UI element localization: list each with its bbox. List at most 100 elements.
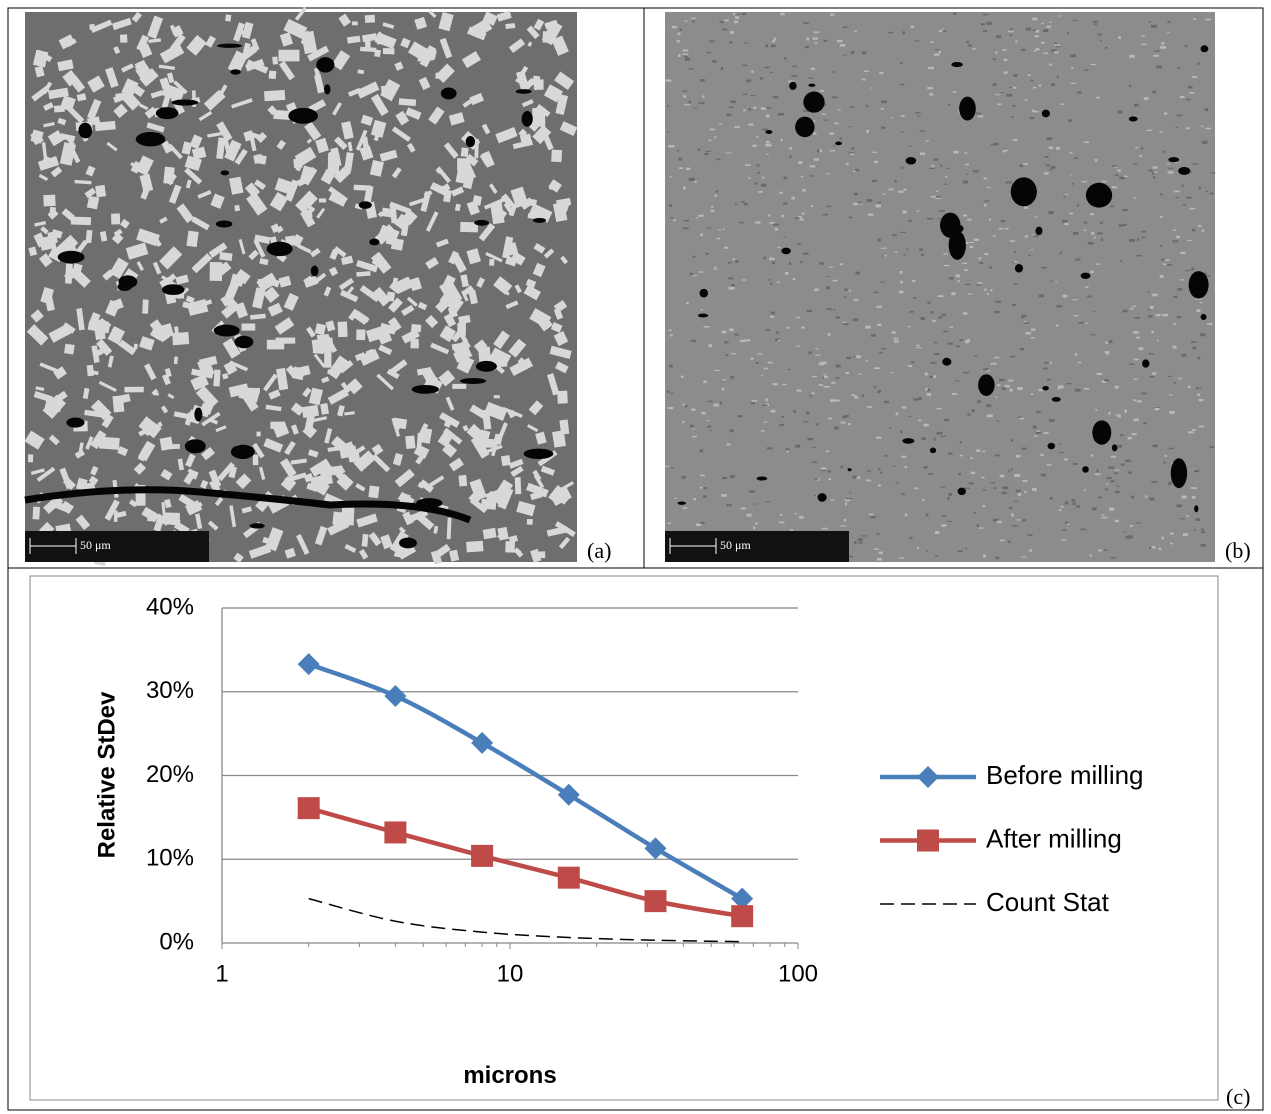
pore [1092, 420, 1111, 444]
grain [989, 219, 991, 221]
grain [1151, 331, 1154, 334]
grain [1124, 410, 1127, 413]
grain [971, 472, 975, 474]
grain [667, 131, 669, 132]
grain [1145, 496, 1148, 498]
grain [174, 356, 178, 364]
grain [1045, 164, 1050, 166]
grain [785, 272, 789, 275]
grain [1070, 54, 1076, 57]
grain [773, 224, 779, 226]
pore [1082, 466, 1089, 473]
pore [1171, 458, 1187, 488]
grain [769, 222, 774, 224]
grain [1201, 230, 1204, 232]
grain [899, 557, 904, 558]
grain [1028, 254, 1030, 256]
grain [814, 478, 818, 479]
grain [977, 524, 979, 526]
grain [494, 395, 500, 398]
grain [925, 388, 928, 391]
grain [824, 376, 828, 378]
grain [881, 248, 887, 249]
grain [667, 390, 670, 392]
grain [1152, 294, 1158, 297]
grain [924, 466, 928, 468]
grain [1160, 46, 1166, 49]
grain [987, 187, 991, 188]
grain [807, 310, 813, 312]
grain [1072, 183, 1074, 185]
grain [995, 454, 1000, 456]
grain [719, 123, 722, 124]
grain [677, 150, 679, 152]
grain [724, 341, 728, 343]
grain [1097, 34, 1101, 36]
grain [922, 499, 925, 501]
grain [814, 158, 819, 161]
grain [995, 94, 999, 95]
grain [768, 214, 770, 216]
grain [881, 100, 887, 103]
grain [1112, 186, 1117, 188]
grain [1017, 387, 1022, 390]
grain [896, 412, 899, 415]
grain [672, 26, 677, 28]
grain [958, 473, 961, 475]
grain [712, 60, 716, 62]
panel-label: (b) [1225, 538, 1251, 563]
grain [527, 519, 533, 525]
grain [726, 504, 731, 506]
grain [1111, 557, 1117, 558]
grain [1154, 50, 1160, 51]
legend-marker [917, 766, 939, 788]
grain [943, 331, 947, 333]
grain [1094, 237, 1096, 238]
grain [1151, 481, 1156, 483]
grain [849, 290, 851, 291]
legend-marker [917, 830, 939, 852]
grain [1160, 216, 1163, 218]
grain [691, 340, 696, 342]
grain [1001, 92, 1004, 93]
grain [953, 91, 956, 93]
grain [680, 28, 682, 30]
grain [1091, 64, 1096, 65]
pore [1081, 273, 1091, 279]
pore [80, 126, 92, 138]
grain [707, 52, 711, 54]
grain [924, 424, 929, 427]
grain [1193, 347, 1197, 350]
grain [1024, 321, 1026, 322]
grain [678, 54, 681, 57]
grain [911, 361, 915, 363]
grain [667, 105, 669, 107]
grain [846, 163, 849, 165]
pore [522, 111, 533, 127]
grain [1018, 416, 1021, 418]
grain [682, 54, 688, 55]
pore [185, 439, 206, 453]
grain [781, 139, 783, 142]
grain [974, 239, 979, 241]
grain [717, 238, 721, 240]
grain [861, 535, 866, 536]
grain [1197, 63, 1200, 65]
grain [900, 62, 903, 64]
grain [1169, 411, 1175, 414]
grain [708, 140, 711, 142]
grain [1105, 488, 1107, 490]
grain [768, 362, 773, 364]
grain [1011, 514, 1014, 517]
pore [476, 361, 497, 372]
grain [1154, 172, 1157, 173]
grain [95, 185, 106, 198]
grain [352, 21, 358, 25]
legend-label: Before milling [986, 760, 1144, 790]
pore [1011, 177, 1037, 206]
grain [846, 357, 851, 359]
grain [931, 362, 937, 364]
grain [1049, 22, 1051, 23]
grain [871, 334, 876, 337]
grain [926, 550, 928, 551]
